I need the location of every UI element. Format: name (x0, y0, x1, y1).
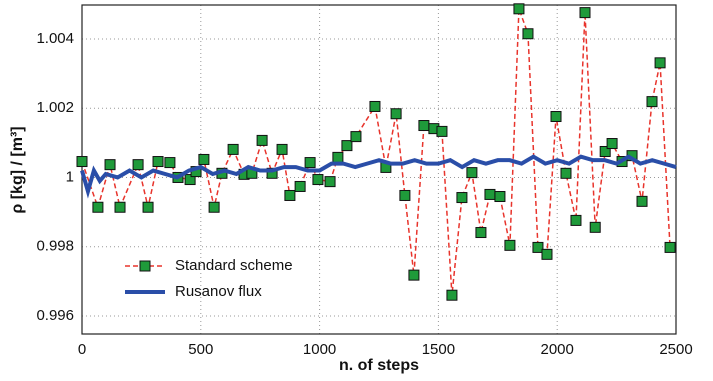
y-tick-label: 0.996 (36, 307, 74, 324)
marker (76, 156, 88, 168)
marker (312, 174, 324, 186)
x-tick-label: 2500 (659, 341, 692, 358)
marker (541, 248, 553, 260)
marker (369, 100, 381, 112)
marker (164, 157, 176, 169)
marker (589, 221, 601, 233)
y-tick-label: 1.004 (36, 30, 74, 47)
marker (198, 153, 210, 165)
marker (599, 145, 611, 157)
legend-marker (139, 260, 151, 272)
marker (92, 201, 104, 213)
marker (436, 125, 448, 137)
marker (266, 167, 278, 179)
y-tick-label: 0.998 (36, 238, 74, 255)
marker (324, 176, 336, 188)
x-axis-title: n. of steps (339, 357, 419, 374)
marker (579, 7, 591, 19)
legend-label: Rusanov flux (175, 283, 262, 300)
x-tick-label: 1000 (303, 341, 336, 358)
marker (570, 214, 582, 226)
marker (184, 174, 196, 186)
marker (114, 201, 126, 213)
series-line (81, 8, 671, 296)
marker (227, 143, 239, 155)
marker (341, 140, 353, 152)
marker (446, 289, 458, 301)
marker (664, 241, 676, 253)
legend-label: Standard scheme (175, 257, 293, 274)
marker (304, 157, 316, 169)
marker (484, 188, 496, 200)
marker (294, 180, 306, 192)
marker (276, 143, 288, 155)
y-axis-title: ρ [kg] / [m³] (9, 126, 26, 213)
marker (654, 57, 666, 69)
marker (332, 151, 344, 163)
marker (399, 189, 411, 201)
plot-frame (81, 4, 677, 335)
marker (390, 108, 402, 120)
y-tick-label: 1 (66, 168, 74, 185)
x-tick-label: 1500 (422, 341, 455, 358)
marker (132, 159, 144, 171)
marker (418, 120, 430, 132)
marker (494, 191, 506, 203)
x-tick-label: 0 (78, 341, 86, 358)
marker (504, 239, 516, 251)
marker (208, 201, 220, 213)
marker (550, 111, 562, 123)
marker (408, 269, 420, 281)
marker (256, 134, 268, 146)
marker (475, 227, 487, 239)
marker (513, 3, 525, 15)
marker (636, 195, 648, 207)
marker (606, 138, 618, 150)
marker (104, 159, 116, 171)
marker (284, 189, 296, 201)
marker (152, 156, 164, 168)
y-tick-label: 1.002 (36, 99, 74, 116)
marker (532, 241, 544, 253)
marker (142, 201, 154, 213)
marker (560, 167, 572, 179)
x-tick-label: 500 (188, 341, 213, 358)
marker (350, 131, 362, 143)
marker (522, 28, 534, 40)
marker (466, 167, 478, 179)
x-tick-label: 2000 (541, 341, 574, 358)
marker (646, 96, 658, 108)
series-line (80, 154, 677, 199)
marker (456, 192, 468, 204)
